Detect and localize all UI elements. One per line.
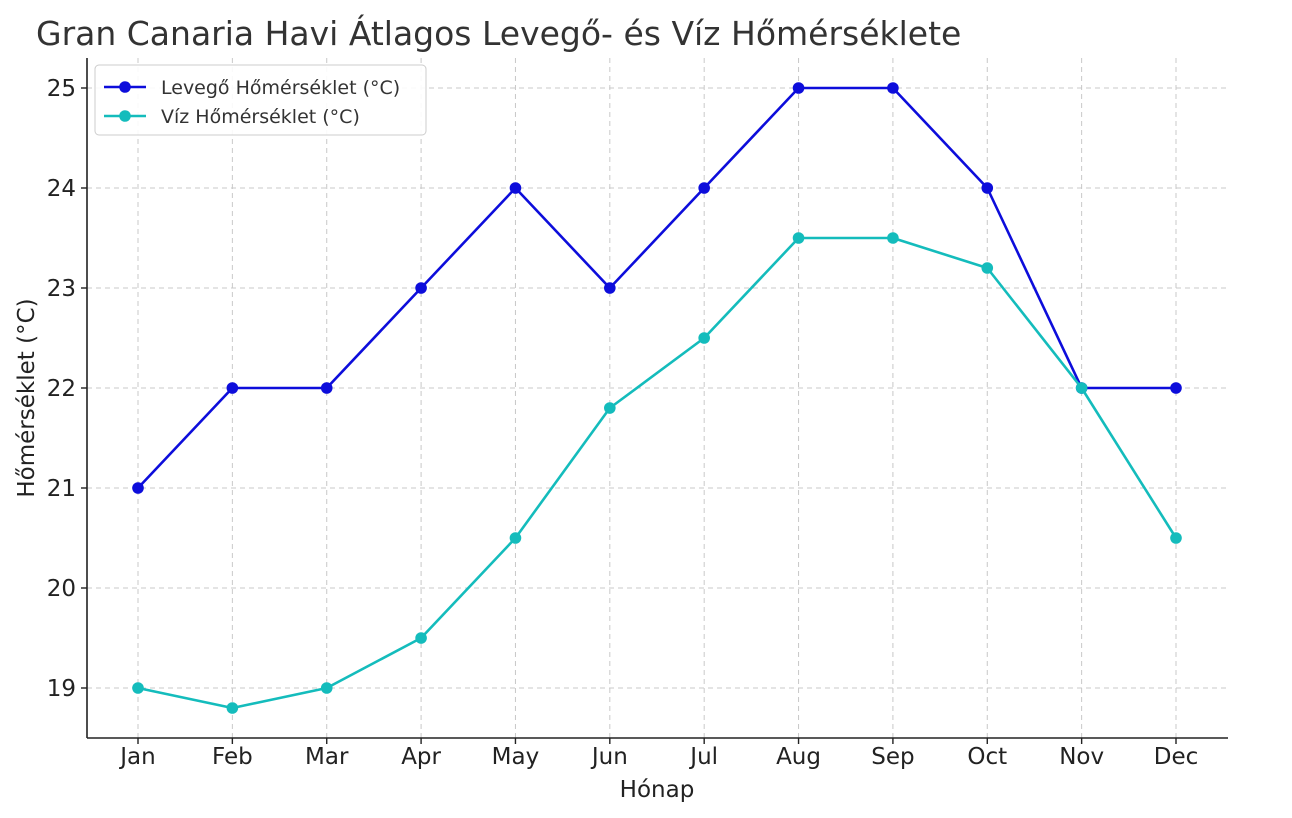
legend-swatch-marker [119, 110, 131, 122]
legend-label: Víz Hőmérséklet (°C) [161, 106, 360, 128]
x-tick-label: Feb [212, 744, 253, 770]
x-tick-label: Jun [590, 744, 628, 770]
series-2-point [887, 232, 899, 244]
series-1-point [981, 182, 994, 194]
x-tick-label: Nov [1059, 744, 1104, 770]
series-1-point [887, 82, 899, 94]
x-tick-label: Dec [1154, 744, 1199, 770]
y-axis-label: Hőmérséklet (°C) [14, 298, 40, 497]
x-tick-label: May [492, 744, 540, 770]
x-tick-label: Jul [688, 744, 718, 770]
x-tick-label: Aug [776, 744, 821, 770]
x-tick-label: Oct [967, 744, 1007, 770]
series-2-point [698, 332, 710, 344]
series-2-point [509, 532, 522, 544]
legend-swatch-marker [119, 81, 131, 93]
series-1-point [792, 82, 805, 94]
y-tick-label: 19 [47, 676, 76, 702]
y-tick-label: 23 [47, 276, 76, 302]
series-1-point [320, 382, 333, 394]
series-2-point [792, 232, 805, 244]
x-tick-label: Mar [305, 744, 349, 770]
series-2-point [132, 682, 144, 694]
series-1-point [698, 182, 710, 194]
series-2-point [415, 632, 427, 644]
legend-label: Levegő Hőmérséklet (°C) [161, 77, 400, 99]
series-1-point [415, 282, 427, 294]
series-1-point [1170, 382, 1182, 394]
series-2-point [1075, 382, 1088, 394]
series-2-point [604, 402, 616, 414]
y-tick-label: 25 [47, 76, 76, 102]
series-1-point [604, 282, 616, 294]
series-2-point [981, 262, 994, 274]
series-1-point [509, 182, 522, 194]
x-axis-label: Hónap [620, 777, 695, 803]
y-tick-label: 20 [47, 576, 76, 602]
grid [87, 58, 1228, 738]
axes: 19 20 21 22 23 24 25 Jan Feb Mar Apr May Jun Jul Aug Se… [47, 58, 1228, 770]
series-2-point [1170, 532, 1182, 544]
x-tick-label: Apr [401, 744, 441, 770]
series-2-point [320, 682, 333, 694]
y-tick-label: 21 [47, 476, 76, 502]
series-1-point [132, 482, 144, 494]
legend-frame [94, 64, 427, 136]
series-layer [132, 82, 1182, 714]
series-1-point [226, 382, 239, 394]
x-tick-label: Jan [118, 744, 155, 770]
x-tick-label: Sep [871, 744, 914, 770]
legend: Levegő Hőmérséklet (°C) Víz Hőmérséklet (… [94, 64, 427, 136]
series-line-2 [137, 236, 1178, 710]
y-tick-label: 24 [47, 176, 76, 202]
series-2-point [226, 702, 239, 714]
y-tick-label: 22 [47, 376, 76, 402]
series-line-1 [137, 86, 1176, 489]
chart-title: Gran Canaria Havi Átlagos Levegő- és Víz… [36, 13, 961, 53]
